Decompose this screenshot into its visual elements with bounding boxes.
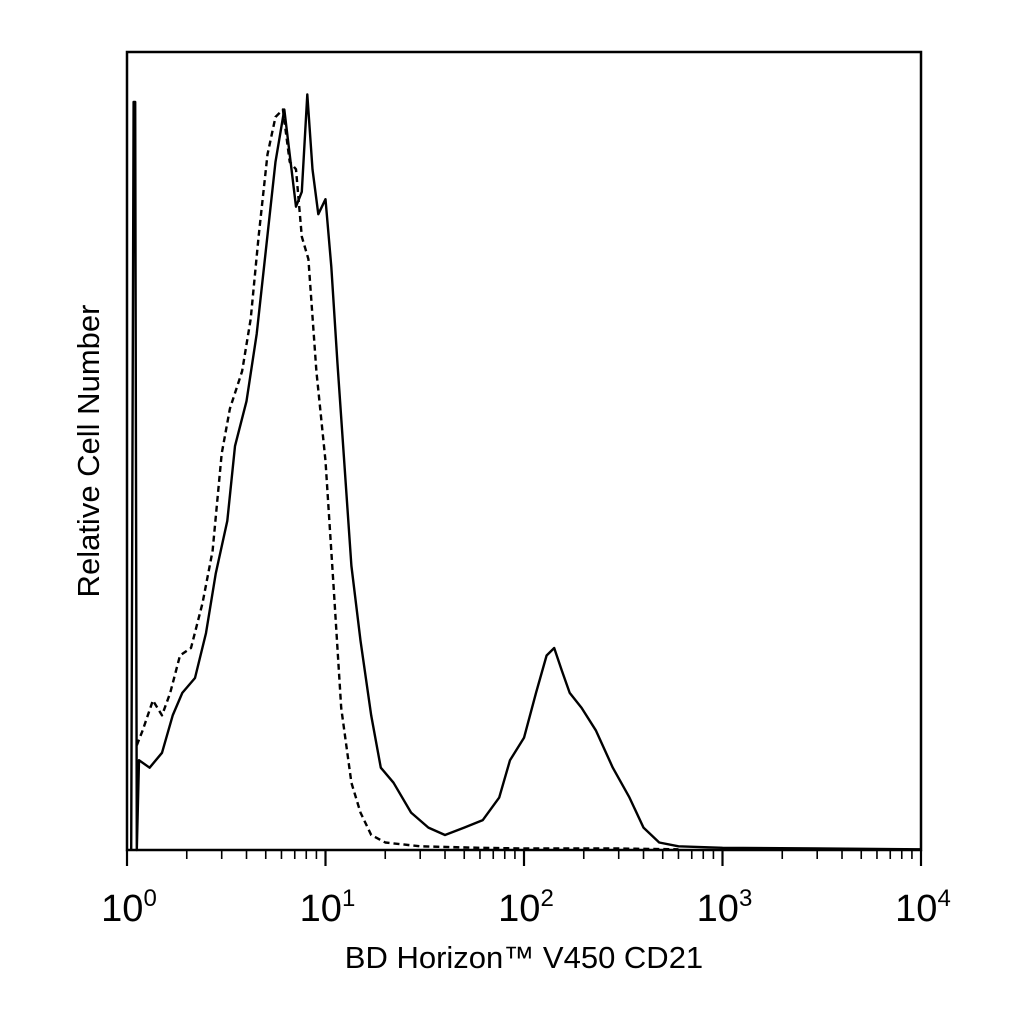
plot-frame [125, 50, 923, 852]
x-tick-label: 101 [300, 885, 356, 930]
series-layer [130, 93, 922, 852]
x-tick-label: 102 [498, 885, 554, 930]
series-line-dashed [135, 108, 679, 851]
x-axis-tick-labels: 100 101 102 103 104 [101, 885, 951, 930]
y-axis-title: Relative Cell Number [71, 305, 106, 598]
x-axis-major-ticks [125, 850, 923, 866]
series-line-solid [130, 93, 922, 852]
x-tick-label: 104 [895, 885, 951, 930]
x-axis-title: BD Horizon™ V450 CD21 [345, 940, 703, 975]
x-axis-minor-ticks [185, 850, 913, 859]
x-tick-label: 103 [697, 885, 753, 930]
x-tick-label: 100 [101, 885, 157, 930]
